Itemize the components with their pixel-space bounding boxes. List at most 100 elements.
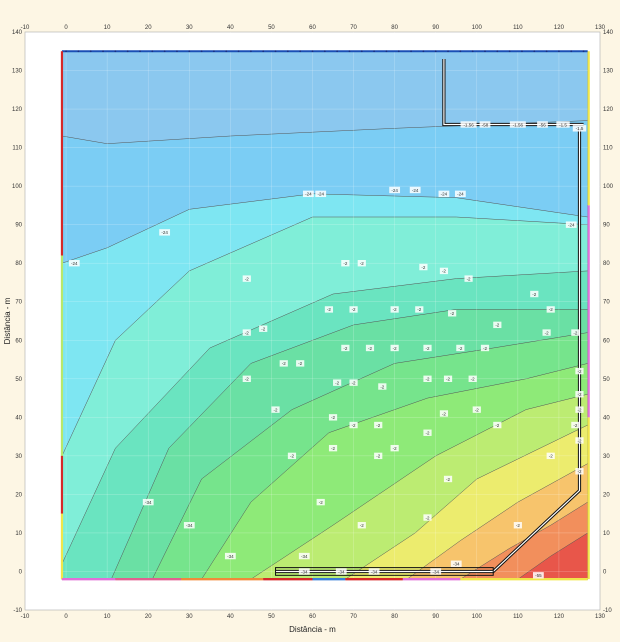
contour-label-bg	[279, 360, 288, 367]
x-tick-label-bottom: 20	[145, 614, 152, 620]
top-node	[336, 50, 339, 53]
contour-label: -2	[577, 392, 581, 397]
top-node	[126, 50, 129, 53]
contour-label: -58	[482, 122, 489, 127]
contour-label: -2	[376, 454, 380, 459]
contour-label: -2	[577, 438, 581, 443]
contour-label: -2	[360, 523, 364, 528]
grid-lines	[24, 31, 601, 611]
contour-label: -2	[577, 407, 581, 412]
x-axis-title: Distância - m	[289, 625, 336, 634]
x-tick-label-bottom: 10	[104, 614, 111, 620]
contour-label: -2	[425, 346, 429, 351]
x-tick-label-top: 30	[186, 25, 193, 31]
top-node	[447, 50, 449, 53]
contour-label: -2	[261, 327, 265, 332]
top-node	[459, 50, 462, 53]
contour-label-bg	[298, 552, 310, 560]
contour-label: -2	[298, 361, 302, 366]
x-tick-label-bottom: 120	[554, 614, 565, 620]
x-tick-label-bottom: 50	[268, 614, 275, 620]
contour-label-bg	[448, 310, 457, 317]
contour-label-bg	[365, 344, 375, 352]
contour-label-bg	[389, 186, 401, 194]
x-tick-label-top: -10	[21, 25, 30, 31]
contour-label: -24	[161, 230, 168, 235]
contour-label-bg	[242, 275, 251, 282]
contour-label-bg	[349, 421, 358, 429]
contour-label-bg	[224, 552, 236, 560]
contour-label-bg	[575, 468, 584, 475]
top-node	[200, 50, 203, 53]
contour-label: -2	[245, 276, 249, 281]
x-tick-label-top: 70	[350, 25, 357, 31]
contour-label: -2	[335, 380, 339, 385]
contour-label-bg	[415, 306, 424, 313]
top-node	[139, 50, 141, 53]
top-node	[249, 50, 252, 53]
contour-label: -2	[352, 307, 356, 312]
y-tick-label-right: 60	[603, 338, 610, 344]
y-tick-label-left: 140	[12, 30, 23, 36]
contour-label: -2	[376, 423, 380, 428]
contour-label-bg	[390, 344, 399, 352]
contour-label: -34	[301, 554, 308, 559]
y-tick-label-right: 10	[603, 531, 610, 537]
contour-label: -2	[495, 423, 499, 428]
top-node	[373, 50, 376, 53]
contour-label-bg	[546, 306, 555, 313]
contour-label-bg	[316, 498, 325, 506]
x-tick-label-bottom: 130	[595, 614, 606, 620]
contour-label-bg	[419, 263, 428, 271]
contour-label-bg	[302, 190, 314, 198]
contour-label-bg	[423, 429, 432, 436]
y-tick-label-left: 10	[15, 531, 22, 537]
x-tick-label-bottom: -10	[21, 614, 30, 620]
contour-label-bg	[259, 325, 268, 332]
y-tick-label-right: 80	[603, 261, 610, 267]
contour-label: -2	[549, 307, 553, 312]
top-node	[213, 50, 215, 53]
y-tick-label-left: 100	[12, 184, 23, 190]
contour-label: -2	[532, 292, 536, 297]
y-tick-label-right: 100	[603, 184, 614, 190]
x-tick-label-bottom: 100	[472, 614, 483, 620]
y-tick-label-right: -10	[603, 608, 612, 614]
contour-label: -56	[539, 122, 546, 127]
top-node	[570, 50, 573, 53]
contour-label-bg	[242, 375, 251, 382]
contour-label-bg	[368, 568, 380, 575]
axis-ticks: -10-100010102020303040405050606070708080…	[12, 25, 614, 620]
y-tick-label-right: 0	[603, 569, 607, 575]
contour-label-bg	[493, 421, 502, 429]
contour-label-bg	[575, 367, 584, 375]
y-tick-label-left: 60	[15, 338, 22, 344]
y-tick-label-left: 90	[15, 223, 22, 229]
contour-label-bg	[439, 410, 449, 417]
contour-label: -2	[483, 346, 487, 351]
top-node	[410, 50, 412, 53]
contour-label-bg	[532, 572, 544, 579]
wall-structures	[275, 59, 584, 576]
top-node	[65, 50, 67, 53]
contour-label-bg	[296, 360, 305, 367]
contour-label-bg	[183, 522, 195, 529]
contour-label-bg	[546, 452, 555, 460]
y-tick-label-right: 110	[603, 146, 613, 152]
contour-label: -24	[457, 192, 464, 197]
contour-label-bg	[443, 375, 453, 382]
x-tick-label-bottom: 60	[309, 614, 316, 620]
contour-labels: -34 -34 -34 -34 -55 -34 -34 -34 -34 -34 -2 -2 -2 -2 -2…	[68, 121, 587, 579]
contour-label-bg	[423, 514, 432, 521]
top-node	[521, 50, 523, 53]
bottom-wall	[275, 567, 494, 576]
top-node	[188, 50, 191, 53]
contour-label-bg	[575, 391, 584, 398]
contour-label-bg	[341, 344, 350, 352]
contour-label: -2	[425, 377, 429, 382]
top-node	[558, 50, 560, 53]
x-tick-label-bottom: 0	[64, 614, 68, 620]
contour-label: -2	[450, 311, 454, 316]
contour-label-bg	[374, 452, 383, 460]
